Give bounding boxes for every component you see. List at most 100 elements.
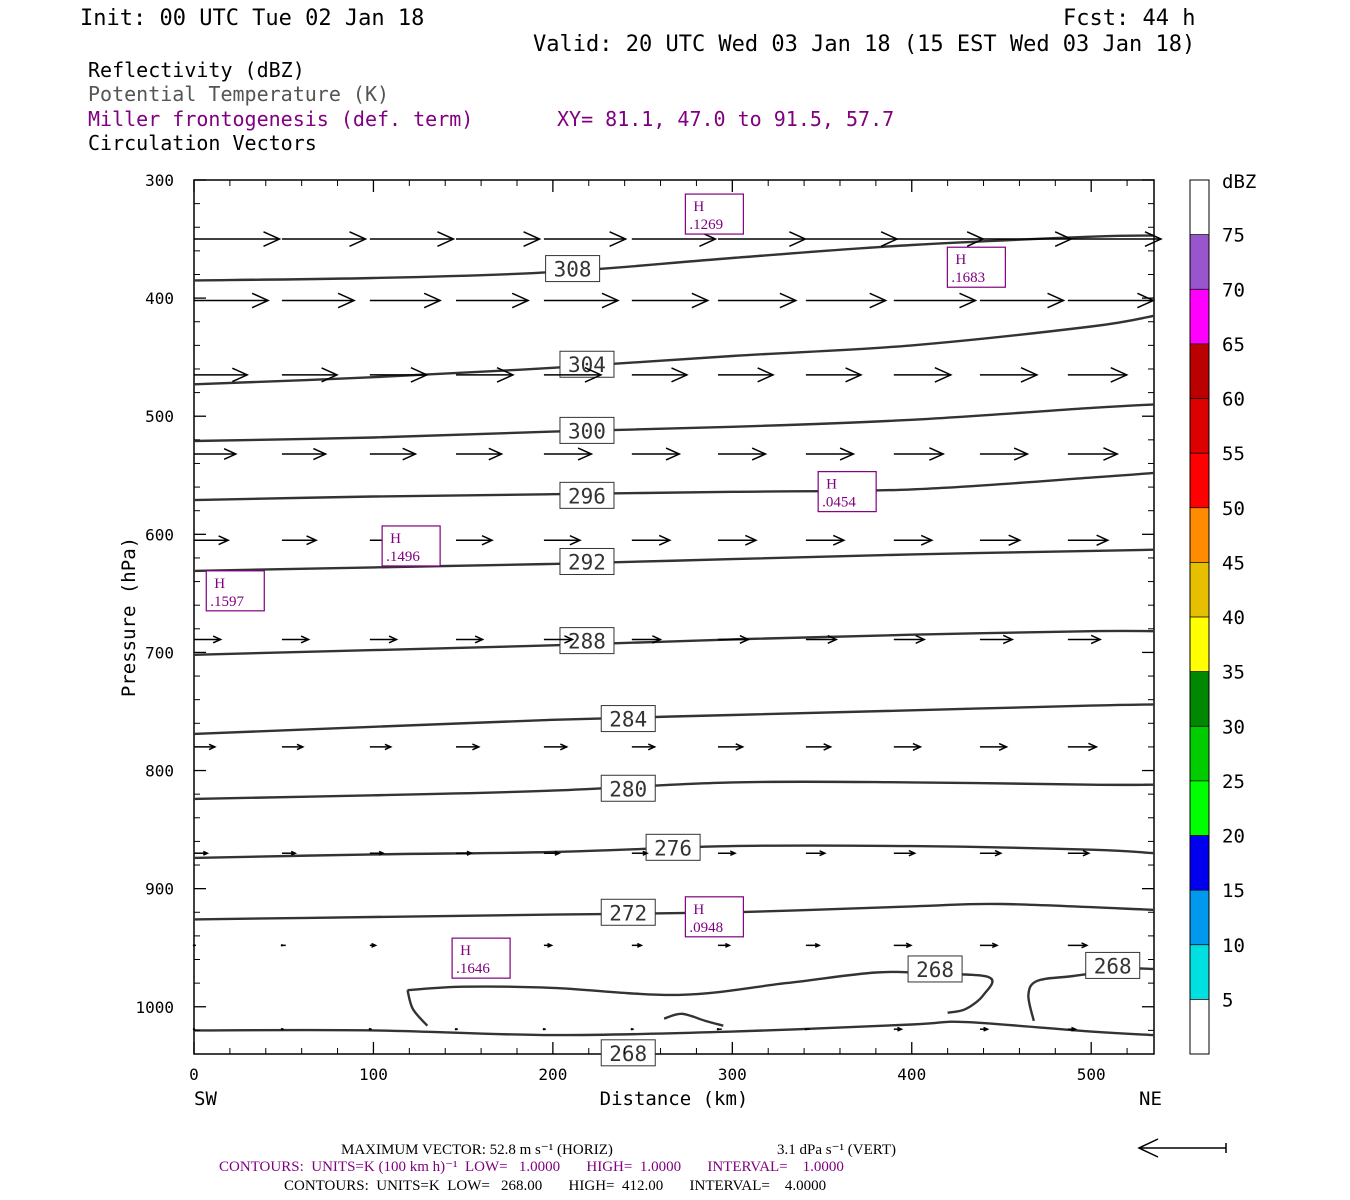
vector-head: [306, 535, 318, 546]
isentrope-line: [193, 314, 1155, 386]
circulation-vector: [893, 849, 917, 857]
circulation-vector: [280, 944, 286, 947]
vector-head: [814, 942, 822, 948]
frontogenesis-maximum: H .1269: [684, 193, 744, 235]
field-reflectivity: Reflectivity (dBZ): [88, 58, 305, 82]
y-tick-label: 1000: [135, 998, 174, 1017]
vector-head: [1071, 1026, 1078, 1032]
ne-endpoint-label: NE: [1139, 1088, 1162, 1110]
vector-head: [1013, 447, 1030, 461]
circulation-vector: [543, 447, 594, 461]
circulation-vector: [717, 743, 745, 751]
circulation-vector: [893, 447, 946, 461]
field-circulation-vectors: Circulation Vectors: [88, 131, 317, 155]
circulation-vector: [717, 231, 808, 247]
vector-head: [423, 292, 442, 309]
vector-dot: [280, 944, 284, 947]
vector-dot: [542, 1027, 546, 1031]
maximum-value: .1269: [689, 217, 723, 233]
vector-dot: [804, 1027, 808, 1031]
y-tick-label: 500: [145, 407, 174, 426]
vector-dot: [192, 944, 196, 947]
axes-layer: 300 400 500 600 700 800 900 1000 0 100 200 300 400 50…: [135, 171, 1154, 1084]
circulation-vector: [805, 367, 863, 383]
circulation-vector: [979, 367, 1039, 383]
vector-head: [897, 1026, 904, 1032]
colorbar-tick-label: 60: [1222, 389, 1245, 411]
circulation-vector: [369, 231, 456, 247]
circulation-vector: [543, 292, 620, 309]
vector-head: [251, 292, 270, 309]
colorbar-segment: [1190, 562, 1209, 617]
maximum-box: [205, 570, 265, 612]
colorbar-title: dBZ: [1222, 171, 1256, 193]
maximum-box: [946, 246, 1006, 288]
colorbar-tick-label: 50: [1222, 498, 1245, 520]
vector-head: [1008, 534, 1022, 546]
isentrope-label-box: [545, 255, 601, 283]
circulation-vector: [893, 634, 927, 644]
vector-head: [564, 635, 575, 644]
isentrope-layer: 308 304 300 296 292 288 284 280 276 272 268 268 268: [193, 234, 1155, 1067]
circulation-vector: [455, 292, 531, 309]
x-tick-label: 300: [718, 1065, 747, 1084]
circulation-vector: [455, 367, 515, 383]
vector-head: [349, 231, 368, 247]
colorbar-tick-label: 65: [1222, 334, 1245, 356]
colorbar-segment: [1190, 671, 1209, 727]
maximum-value: .1683: [951, 270, 985, 286]
circulation-vector: [979, 634, 1015, 645]
circulation-vector: [717, 367, 775, 383]
circulation-vector: [631, 534, 672, 546]
vector-head: [998, 742, 1009, 751]
vector-head: [691, 292, 710, 309]
circulation-vector: [1067, 292, 1156, 309]
colorbar-segment: [1190, 507, 1209, 563]
vector-head: [231, 367, 250, 383]
max-vector-horiz: MAXIMUM VECTOR: 52.8 m s⁻¹ (HORIZ): [341, 1142, 613, 1158]
isentrope-line: [406, 989, 429, 1027]
colorbar-tick-label: 70: [1222, 279, 1245, 301]
isentrope-line: [193, 548, 1155, 573]
isentrope-label-box: [645, 833, 701, 861]
isentrope-label: 268: [916, 958, 954, 982]
circulation-vector: [281, 743, 305, 751]
isentrope-label: 304: [568, 353, 606, 377]
colorbar-segment: [1190, 890, 1209, 945]
vector-head: [321, 367, 339, 383]
vector-head: [577, 447, 594, 461]
maximum-value: .1597: [210, 594, 244, 610]
maximum-box: [684, 896, 744, 938]
colorbar-segment: [1190, 453, 1209, 508]
vector-head: [991, 942, 999, 949]
circulation-vector: [455, 635, 485, 644]
vector-dot: [454, 1027, 458, 1031]
vector-head: [1110, 366, 1129, 383]
colorbar-segment: [1190, 726, 1209, 781]
circulation-vector: [194, 292, 270, 309]
isentrope-label-box: [559, 350, 615, 378]
vector-head: [845, 367, 863, 383]
circulation-vector: [455, 534, 494, 546]
maximum-label: H: [826, 477, 837, 493]
circulation-vector: [893, 1026, 904, 1032]
circulation-vector: [805, 292, 888, 309]
circulation-vector: [804, 1027, 810, 1031]
colorbar-segment: [1190, 343, 1209, 399]
isentrope-label: 280: [609, 777, 647, 801]
vector-head: [212, 635, 223, 644]
maximum-box: [817, 471, 877, 513]
circulation-vector: [893, 367, 953, 383]
circulation-vector: [455, 743, 481, 751]
circulation-vector: [631, 942, 644, 948]
x-axis-label: Distance (km): [600, 1088, 749, 1110]
vector-head: [313, 447, 328, 461]
vector-head: [300, 635, 311, 644]
maximum-box: [684, 193, 744, 235]
vector-head: [839, 447, 856, 461]
y-tick-label: 400: [145, 289, 174, 308]
circulation-vector: [717, 292, 798, 309]
circulation-vector: [194, 367, 250, 383]
valid-time: Valid: 20 UTC Wed 03 Jan 18 (15 EST Wed …: [533, 32, 1195, 57]
vector-head: [1137, 292, 1156, 309]
